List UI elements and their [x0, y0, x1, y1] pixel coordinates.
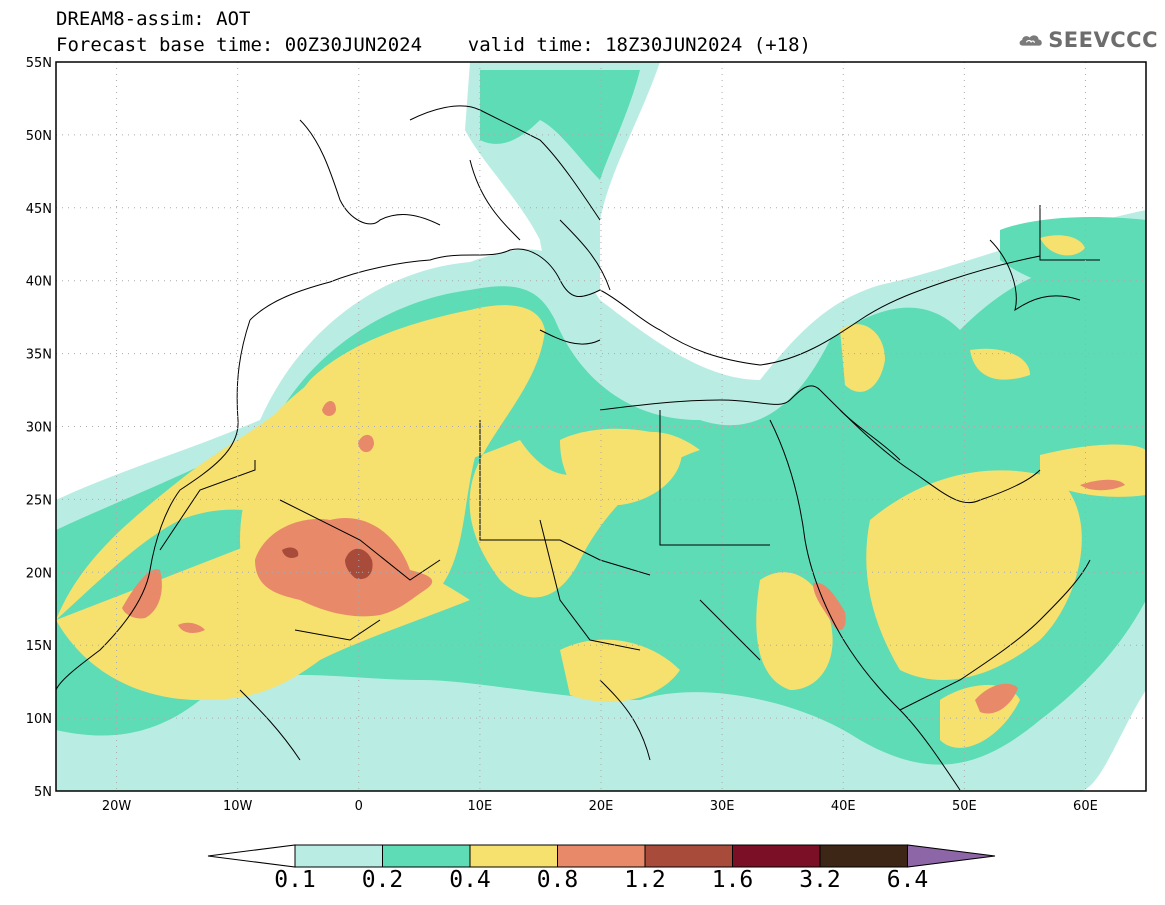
lat-label: 15N	[26, 639, 52, 654]
lon-label: 30E	[710, 799, 735, 814]
lon-label: 20E	[589, 799, 614, 814]
lon-label: 10E	[468, 799, 493, 814]
colorbar-segment	[469, 844, 558, 868]
colorbar-under-triangle	[207, 844, 296, 868]
lat-label: 50N	[26, 129, 52, 144]
lat-label: 5N	[34, 785, 52, 800]
colorbar-segment	[644, 844, 733, 868]
lon-label: 0	[355, 799, 363, 814]
colorbar-segment	[294, 844, 383, 868]
lon-label: 10W	[223, 799, 253, 814]
coastlines	[56, 105, 1100, 791]
lat-label: 40N	[26, 275, 52, 290]
cloud-icon	[1019, 35, 1042, 46]
seevccc-logo: SEEVCCC	[1018, 24, 1158, 56]
colorbar-label: 1.2	[624, 867, 666, 893]
lat-label: 10N	[26, 712, 52, 727]
colorbar-segment	[732, 844, 821, 868]
lat-label: 35N	[26, 348, 52, 363]
aot-band-12	[345, 548, 373, 580]
aot-band-04-iraq	[840, 324, 885, 392]
aot-band-08-somalia	[975, 683, 1018, 714]
aot-band-04-caspian	[1040, 235, 1085, 256]
colorbar-segment	[382, 844, 471, 868]
aot-band-12-b	[282, 547, 299, 558]
map-title: DREAM8-assim: AOT	[56, 8, 251, 30]
colorbar-label: 0.1	[274, 867, 316, 893]
colorbar-label: 0.4	[449, 867, 491, 893]
colorbar-label: 0.8	[536, 867, 579, 893]
aot-band-08-spot1	[322, 401, 336, 416]
aot-band-08-gulf	[1080, 479, 1125, 491]
lon-label: 20W	[102, 799, 132, 814]
lat-label: 20N	[26, 566, 52, 581]
lon-label: 60E	[1073, 799, 1098, 814]
map-frame	[55, 61, 1147, 792]
aot-band-04-redsea	[756, 572, 833, 690]
aot-band-08-spot2	[358, 434, 374, 453]
aot-band-04-iran	[970, 348, 1030, 380]
lat-label: 55N	[26, 56, 52, 71]
lat-label: 45N	[26, 202, 52, 217]
colorbar-over-triangle	[907, 844, 996, 868]
colorbar-segment	[819, 844, 908, 868]
aot-band-04-chad	[560, 639, 680, 702]
colorbar-label: 3.2	[799, 867, 841, 893]
aot-band-04-arabia	[866, 470, 1082, 680]
lat-label: 30N	[26, 421, 52, 436]
aot-band-08-spot3	[178, 622, 205, 633]
lat-label: 25N	[26, 493, 52, 508]
aot-band-04-libya	[560, 428, 682, 505]
aot-band-04	[56, 305, 700, 700]
colorbar-label: 0.2	[361, 867, 404, 893]
colorbar-label: 6.4	[886, 867, 929, 893]
colorbar	[207, 844, 996, 868]
colorbar-segment	[557, 844, 646, 868]
aot-band-02-north	[480, 70, 640, 180]
aot-band-02-caspian	[1000, 217, 1146, 294]
lon-label: 40E	[831, 799, 856, 814]
colorbar-label: 1.6	[711, 867, 754, 893]
logo-text: SEEVCCC	[1048, 28, 1158, 52]
forecast-time-subtitle: Forecast base time: 00Z30JUN2024 valid t…	[56, 34, 811, 56]
aot-band-08-sahara	[255, 518, 433, 617]
lon-label: 50E	[952, 799, 977, 814]
axis-labels: 55N 50N 45N 40N 35N 30N 25N 20N 15N 10N 5N 20W 10W 0 1…	[26, 56, 1098, 814]
